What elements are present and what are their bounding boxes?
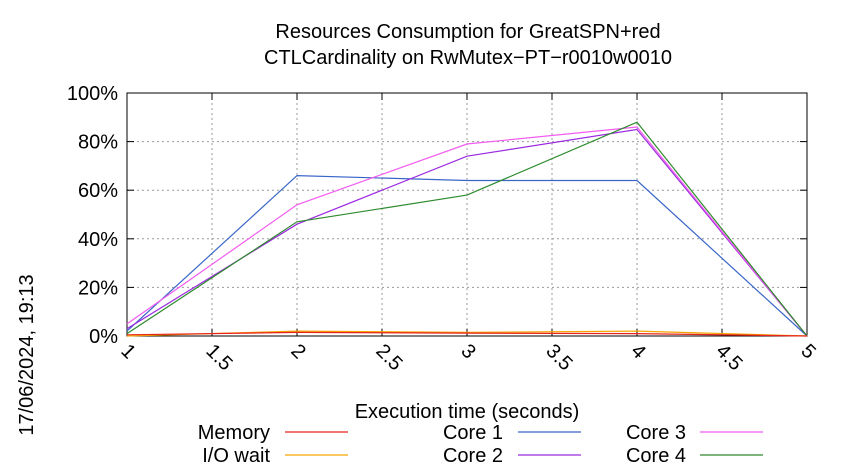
legend-label: Core 1	[443, 422, 503, 444]
x-tick-label: 2	[286, 340, 309, 363]
series-lines	[126, 121, 808, 337]
x-tick-label: 1	[116, 340, 139, 363]
series-line-core-4	[126, 121, 808, 337]
legend-label: Core 3	[626, 422, 686, 444]
legend-label: I/O wait	[202, 445, 270, 467]
x-tick-label: 3	[456, 340, 479, 363]
series-line-core-1	[126, 174, 808, 337]
y-tick-label: 60%	[78, 180, 118, 202]
y-tick-label: 100%	[67, 83, 118, 105]
series-line-memory	[126, 331, 808, 337]
x-tick-label: 4	[626, 340, 649, 363]
y-axis: 0% 20% 40% 60% 80% 100%	[67, 83, 807, 348]
y-tick-label: 20%	[78, 277, 118, 299]
series-line-core-2	[126, 128, 808, 337]
grid	[127, 93, 807, 336]
y-tick-label: 40%	[78, 229, 118, 251]
x-tick-label: 4.5	[711, 340, 746, 375]
y-tick-label: 80%	[78, 132, 118, 154]
series-line-core-3	[126, 126, 808, 337]
y-tick-label: 0%	[89, 326, 118, 348]
timestamp-label: 17/06/2024, 19:13	[16, 274, 38, 435]
legend-label: Core 2	[443, 445, 503, 467]
chart-title-line2: CTLCardinality on RwMutex−PT−r0010w0010	[264, 47, 672, 69]
x-tick-label: 5	[796, 340, 819, 363]
legend-label: Core 4	[626, 445, 686, 467]
x-tick-label: 2.5	[371, 340, 406, 375]
x-tick-label: 1.5	[201, 340, 236, 375]
x-tick-label: 3.5	[541, 340, 576, 375]
chart-title-line1: Resources Consumption for GreatSPN+red	[275, 21, 660, 43]
x-axis-label: Execution time (seconds)	[355, 401, 580, 423]
chart-title: Resources Consumption for GreatSPN+red C…	[264, 21, 672, 69]
legend-label: Memory	[198, 422, 270, 444]
